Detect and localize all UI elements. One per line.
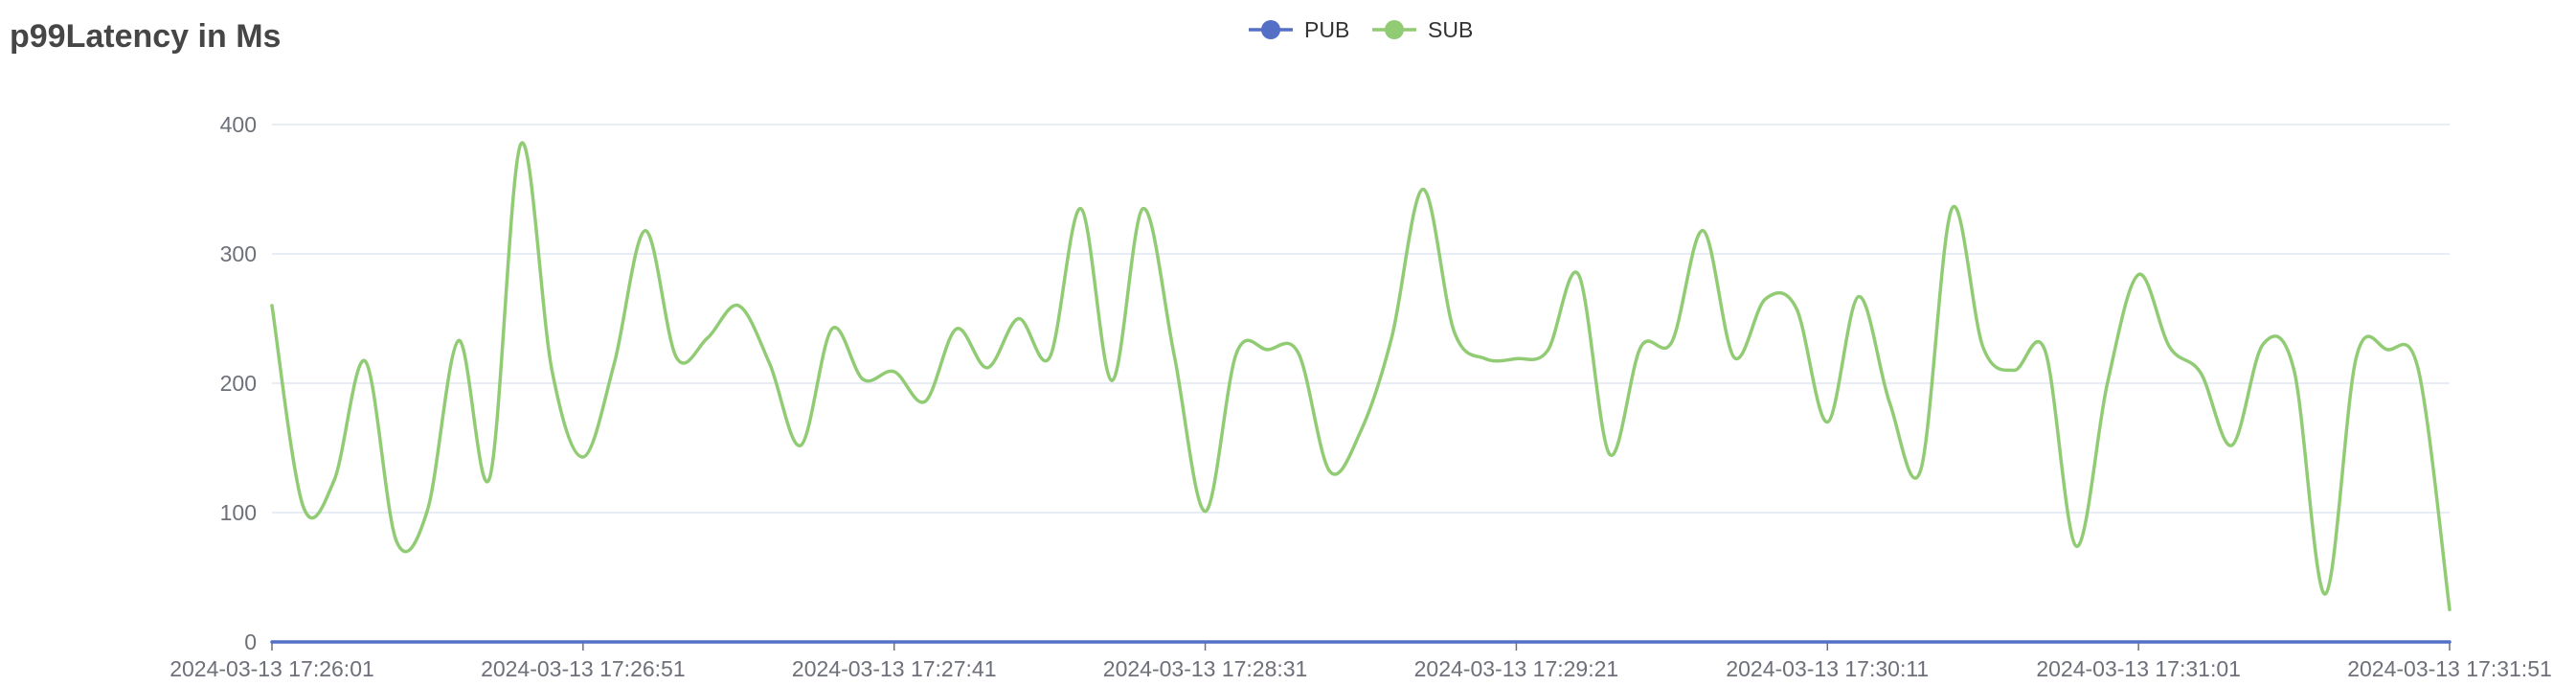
- series-line-sub: [270, 141, 2452, 611]
- legend-label: PUB: [1304, 17, 1349, 42]
- legend-label: SUB: [1428, 17, 1473, 42]
- x-tick-label: 2024-03-13 17:26:01: [169, 656, 374, 681]
- legend-item-pub[interactable]: PUB: [1249, 17, 1349, 42]
- legend-marker-icon: [1385, 20, 1404, 39]
- y-tick-label: 400: [220, 112, 257, 137]
- legend-marker-icon: [1261, 20, 1280, 39]
- y-tick-label: 300: [220, 241, 257, 266]
- x-tick-label: 2024-03-13 17:30:11: [1726, 656, 1929, 681]
- chart-legend: PUB SUB: [1249, 17, 1473, 42]
- x-axis: 2024-03-13 17:26:01 2024-03-13 17:26:51 20…: [169, 641, 2552, 681]
- chart-title: p99Latency in Ms: [10, 18, 281, 55]
- series-layer: [270, 141, 2452, 644]
- x-tick-label: 2024-03-13 17:26:51: [481, 656, 686, 681]
- x-tick-label: 2024-03-13 17:29:21: [1414, 656, 1619, 681]
- y-tick-label: 100: [220, 500, 257, 525]
- x-tick-label: 2024-03-13 17:31:01: [2036, 656, 2241, 681]
- legend-item-sub[interactable]: SUB: [1372, 17, 1473, 42]
- y-tick-label: 0: [244, 629, 257, 654]
- x-tick-label: 2024-03-13 17:27:41: [792, 656, 997, 681]
- x-tick-label: 2024-03-13 17:28:31: [1103, 656, 1308, 681]
- y-axis-tick-labels: 0 100 200 300 400: [220, 112, 257, 654]
- x-tick-label: 2024-03-13 17:31:51: [2347, 656, 2552, 681]
- y-tick-label: 200: [220, 371, 257, 396]
